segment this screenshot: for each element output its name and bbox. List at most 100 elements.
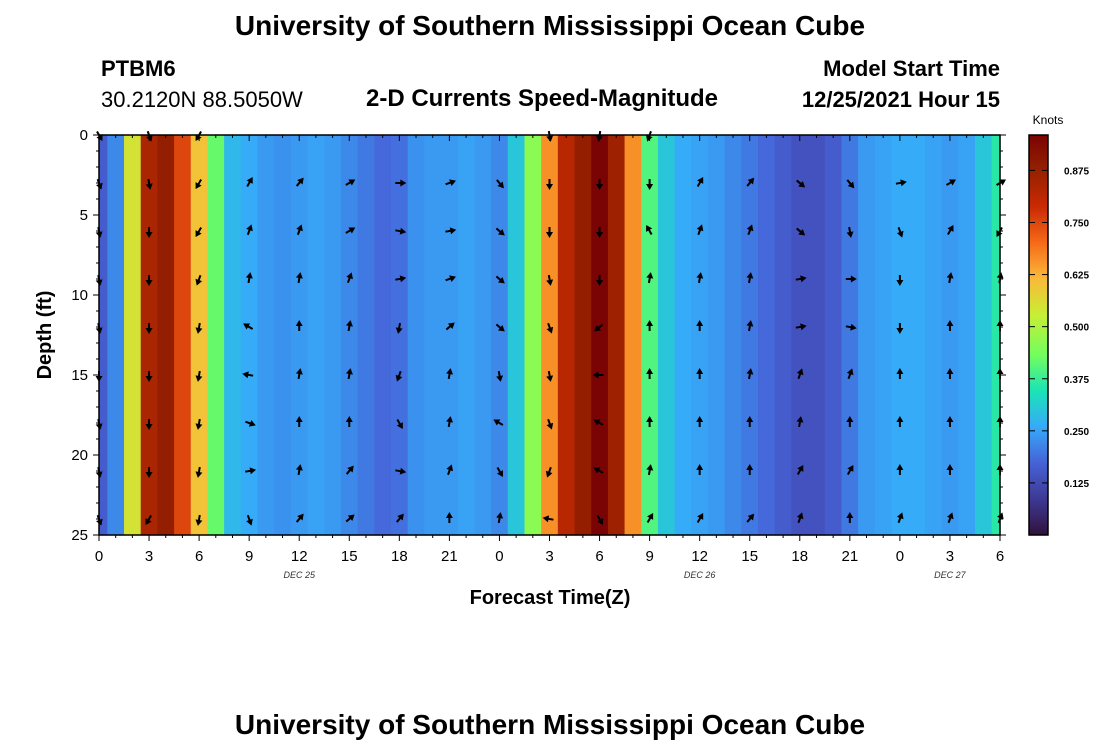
heat-cell xyxy=(424,399,442,416)
heat-cell xyxy=(808,239,826,256)
heat-cell xyxy=(524,399,542,416)
heat-cell xyxy=(958,159,976,176)
heat-cell xyxy=(157,159,175,176)
heat-cell xyxy=(791,479,809,496)
heat-cell xyxy=(174,367,192,384)
heat-cell xyxy=(324,287,342,304)
heat-cell xyxy=(174,319,192,336)
arrow-head xyxy=(246,518,253,526)
arrow-head xyxy=(248,420,256,427)
heat-cell xyxy=(290,399,309,416)
heat-cell xyxy=(624,255,642,272)
heat-cell xyxy=(824,479,843,496)
heat-cell xyxy=(524,367,542,384)
heat-cell xyxy=(290,287,309,304)
heat-cell xyxy=(708,479,726,496)
heat-cell xyxy=(691,431,709,448)
heat-cell xyxy=(774,351,793,368)
heat-cell xyxy=(174,399,192,416)
heat-cell xyxy=(124,191,142,208)
x-tick-label: 18 xyxy=(391,548,408,565)
heat-cell xyxy=(791,335,809,352)
heat-cell xyxy=(974,271,993,288)
arrow-head xyxy=(593,419,601,426)
heat-cell xyxy=(824,271,843,288)
heat-cell xyxy=(991,367,1001,384)
current-arrow xyxy=(896,512,904,524)
current-arrow xyxy=(145,467,153,478)
heat-cell xyxy=(224,255,242,272)
heat-cell xyxy=(591,495,609,512)
heat-cell xyxy=(257,319,275,336)
heat-cell xyxy=(591,191,609,208)
y-tick-label: 25 xyxy=(71,527,88,544)
heat-cell xyxy=(274,511,292,528)
heat-cell xyxy=(157,335,175,352)
heat-cell xyxy=(574,527,592,536)
heat-cell xyxy=(741,527,759,536)
arrow-head xyxy=(449,275,456,282)
heat-cell xyxy=(224,479,242,496)
heat-cell xyxy=(774,143,793,160)
heat-cell xyxy=(841,527,859,536)
heat-cell xyxy=(174,527,192,536)
heat-cell xyxy=(657,415,676,432)
heat-cell xyxy=(557,271,576,288)
heat-cell xyxy=(624,463,642,480)
heat-cell xyxy=(791,431,809,448)
current-arrow xyxy=(296,224,303,236)
heat-cell xyxy=(941,335,959,352)
arrow-head xyxy=(493,419,501,426)
current-arrow xyxy=(145,178,153,190)
heat-cell xyxy=(491,399,509,416)
heat-cell xyxy=(974,431,993,448)
heat-cell xyxy=(207,287,225,304)
arrow-head xyxy=(850,323,857,331)
heat-cell xyxy=(941,399,959,416)
heat-cell xyxy=(157,527,175,536)
heat-cell xyxy=(958,383,976,400)
heat-cell xyxy=(641,143,659,160)
heat-cell xyxy=(207,135,225,144)
heat-cell xyxy=(891,159,909,176)
heat-cell xyxy=(474,335,492,352)
heat-cell xyxy=(174,431,192,448)
heat-cell xyxy=(858,175,876,192)
heat-cell xyxy=(841,255,859,272)
heat-cell xyxy=(808,447,826,464)
heat-cell xyxy=(624,367,642,384)
date-label: DEC 25 xyxy=(283,570,316,580)
heat-cell xyxy=(390,383,409,400)
heat-cell xyxy=(457,175,476,192)
heat-cell xyxy=(557,511,576,528)
heat-cell xyxy=(974,479,993,496)
heat-cell xyxy=(908,143,926,160)
heat-cell xyxy=(657,335,676,352)
heat-cell xyxy=(324,495,342,512)
heat-cell xyxy=(524,351,542,368)
heat-cell xyxy=(174,287,192,304)
heat-cell xyxy=(808,351,826,368)
heat-cell xyxy=(808,335,826,352)
heat-cell xyxy=(557,495,576,512)
heat-cell xyxy=(657,495,676,512)
heat-cell xyxy=(207,335,225,352)
heat-cell xyxy=(424,175,442,192)
heat-cell xyxy=(641,351,659,368)
heat-cell xyxy=(941,239,959,256)
heat-cell xyxy=(891,431,909,448)
heat-cell xyxy=(674,191,692,208)
heat-cell xyxy=(157,191,175,208)
current-arrow xyxy=(593,419,604,426)
heat-cell xyxy=(307,319,325,336)
heat-cell xyxy=(808,159,826,176)
heat-cell xyxy=(324,463,342,480)
heat-cell xyxy=(908,271,926,288)
heat-cell xyxy=(891,335,909,352)
heat-cell xyxy=(908,159,926,176)
heat-cell xyxy=(290,239,309,256)
heat-cell xyxy=(758,255,776,272)
heat-cell xyxy=(708,271,726,288)
arrow-head xyxy=(696,368,704,374)
